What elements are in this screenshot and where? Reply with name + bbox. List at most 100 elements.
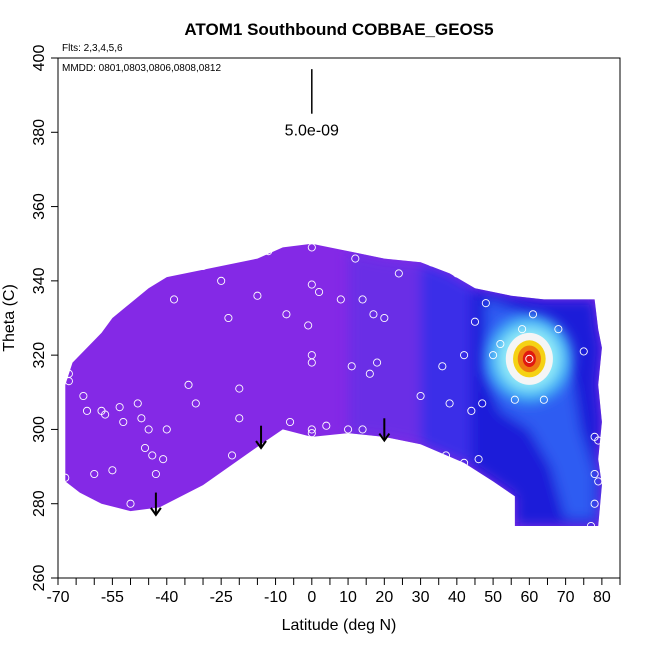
data-point — [289, 235, 298, 245]
data-point — [594, 436, 603, 445]
data-point — [481, 299, 490, 308]
x-tick-label: 40 — [448, 589, 466, 606]
x-tick-label: -40 — [155, 589, 178, 606]
flight-arrow-1 — [255, 425, 267, 450]
flight-arrow-0 — [150, 492, 162, 517]
data-point — [347, 362, 356, 371]
chart-title: ATOM1 Southbound COBBAE_GEOS5 — [184, 20, 493, 39]
data-point — [307, 280, 316, 289]
scale-bar: 5.0e-09 — [285, 69, 339, 140]
data-point — [358, 295, 367, 304]
data-point — [554, 325, 563, 334]
axes: -70 -55 -40 -25 -10 0 10 20 30 40 50 60 70 80 260 280 30… — [31, 45, 621, 606]
scale-bar-label: 5.0e-09 — [285, 123, 339, 140]
data-point — [307, 243, 316, 252]
data-point — [576, 287, 585, 297]
data-point — [304, 321, 313, 330]
data-point — [307, 358, 316, 367]
data-point — [467, 406, 476, 415]
data-point — [169, 295, 179, 304]
x-axis-label: Latitude (deg N) — [282, 617, 397, 634]
x-tick-label: 70 — [557, 589, 575, 606]
data-point — [579, 347, 588, 356]
data-point — [518, 325, 527, 334]
data-point — [441, 451, 451, 460]
data-point — [315, 287, 324, 297]
data-point — [115, 403, 124, 412]
data-point — [307, 429, 316, 438]
data-point — [489, 351, 498, 360]
data-point — [474, 455, 483, 464]
data-point — [460, 458, 469, 467]
data-point — [550, 284, 559, 293]
data-point — [510, 395, 519, 404]
x-tick-label: -25 — [210, 589, 233, 606]
data-point — [590, 499, 599, 508]
y-tick-label: 260 — [31, 565, 48, 592]
x-tick-label: 60 — [520, 589, 538, 606]
data-point — [264, 247, 273, 256]
y-tick-label: 380 — [31, 119, 48, 146]
data-point — [351, 254, 360, 263]
heatmap-field — [65, 243, 602, 526]
data-point — [594, 477, 603, 486]
data-point — [336, 295, 345, 304]
data-point — [358, 425, 367, 434]
x-tick-label: 20 — [375, 589, 393, 606]
data-point — [460, 351, 469, 360]
data-point — [452, 269, 461, 278]
y-axis-label: Theta (C) — [1, 284, 18, 352]
data-point — [438, 362, 447, 371]
data-point — [427, 258, 436, 267]
data-point — [286, 417, 295, 427]
data-point — [151, 469, 160, 479]
x-tick-label: 10 — [339, 589, 357, 606]
data-point — [82, 406, 92, 415]
data-point — [159, 455, 168, 464]
plot-frame — [57, 57, 621, 579]
data-point — [394, 269, 403, 278]
y-tick-label: 320 — [31, 342, 48, 369]
data-point — [173, 261, 182, 271]
data-point — [307, 425, 316, 434]
data-point — [126, 499, 135, 508]
data-point — [380, 313, 389, 323]
data-point — [586, 521, 596, 531]
data-point — [217, 276, 226, 285]
data-point — [344, 425, 353, 434]
data-point — [64, 369, 73, 378]
data-point — [416, 391, 425, 401]
data-point — [108, 466, 117, 475]
data-point — [184, 380, 193, 389]
data-point — [148, 451, 157, 460]
x-tick-label: -55 — [101, 589, 124, 606]
data-point — [496, 339, 505, 349]
data-point — [79, 391, 88, 401]
data-point — [322, 421, 331, 430]
x-tick-label: 50 — [484, 589, 502, 606]
data-point — [539, 395, 548, 404]
y-tick-label: 300 — [31, 416, 48, 443]
data-point — [590, 469, 599, 479]
data-point — [90, 469, 99, 479]
data-point — [525, 354, 534, 363]
data-point — [373, 358, 382, 367]
data-point — [235, 414, 244, 423]
data-point — [224, 313, 233, 323]
data-point — [282, 310, 291, 319]
dates-info: MMDD: 0801,0803,0806,0808,0812 — [62, 63, 221, 74]
data-point — [528, 310, 538, 319]
x-tick-label: -70 — [46, 589, 69, 606]
x-tick-label: 30 — [412, 589, 430, 606]
y-tick-label: 400 — [31, 45, 48, 72]
data-point — [61, 473, 70, 482]
flight-arrow-2 — [378, 418, 391, 443]
y-tick-label: 360 — [31, 193, 48, 220]
flight-arrows — [150, 418, 391, 517]
measurement-points — [61, 235, 603, 531]
data-point — [235, 384, 244, 393]
data-point — [227, 451, 237, 460]
data-point — [470, 317, 480, 326]
data-point — [198, 261, 208, 271]
